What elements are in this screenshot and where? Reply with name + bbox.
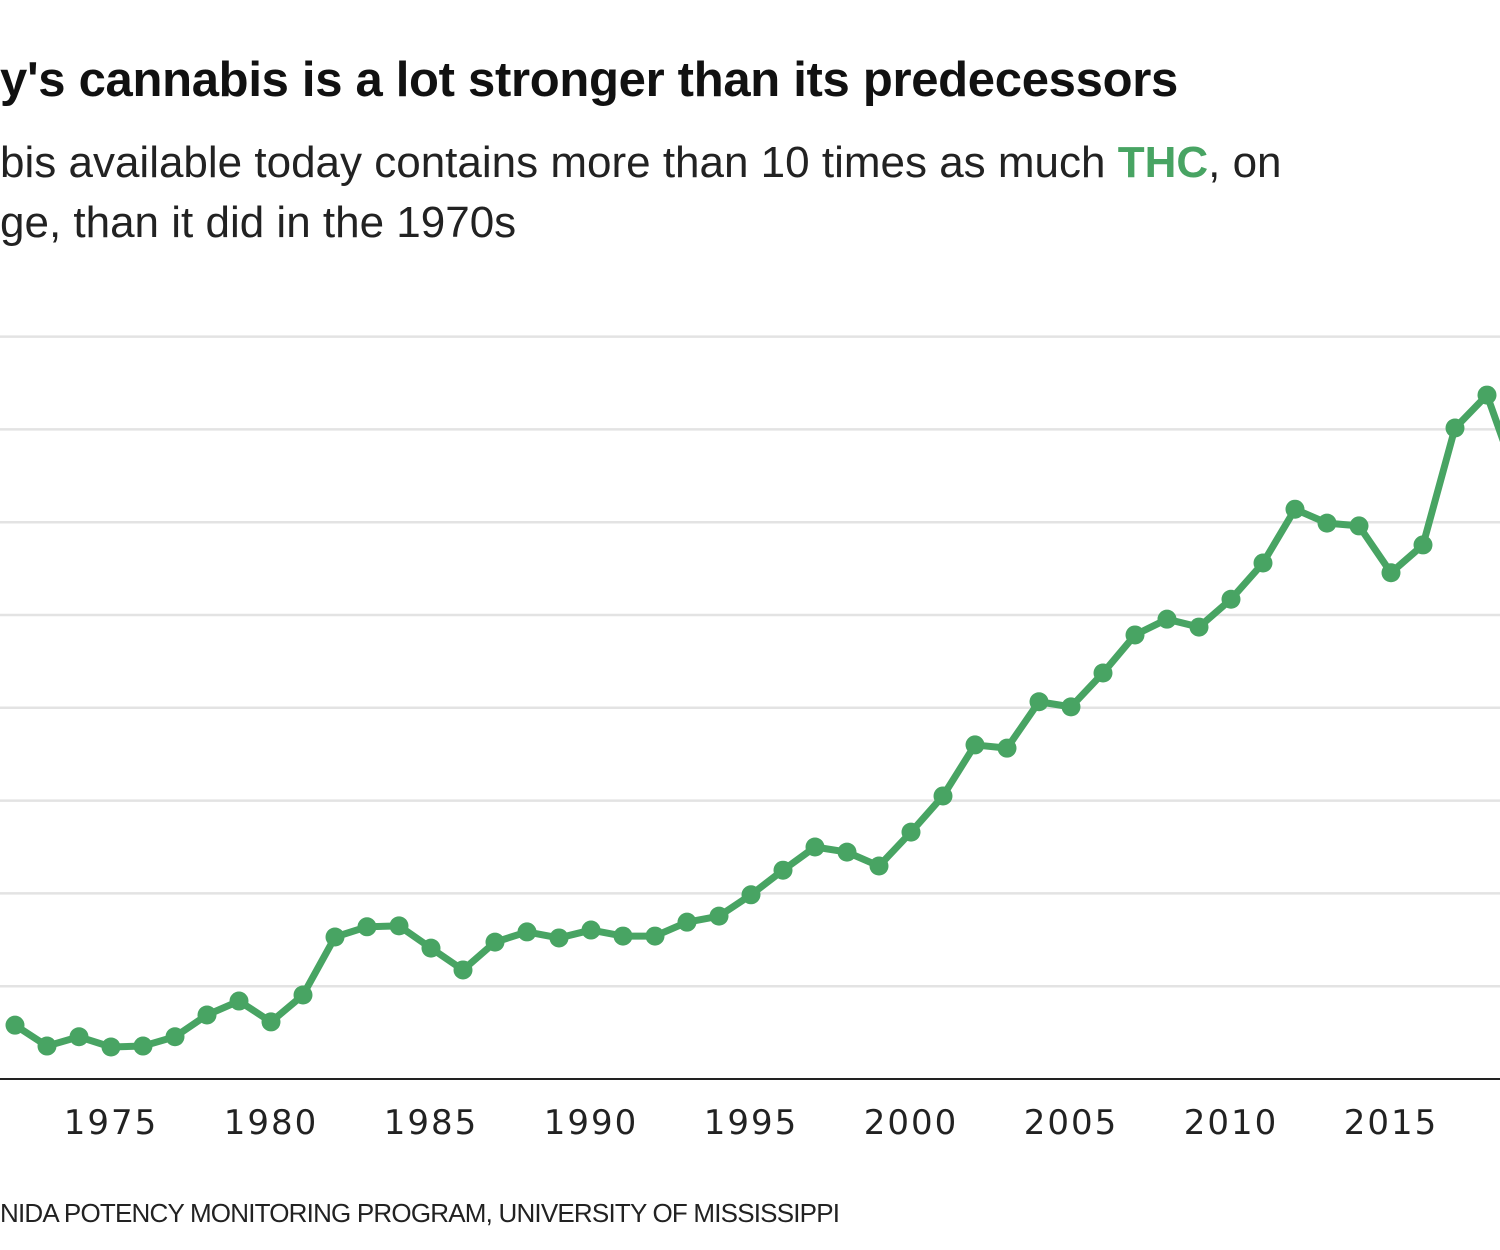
data-point — [133, 1036, 153, 1056]
data-point — [389, 916, 409, 936]
data-point — [1285, 499, 1305, 519]
data-point — [965, 735, 985, 755]
x-tick-label: 2000 — [864, 1103, 959, 1143]
data-point — [1477, 385, 1497, 405]
data-point — [581, 920, 601, 940]
x-tick-label: 1975 — [64, 1103, 159, 1143]
data-point — [357, 917, 377, 937]
x-tick-label: 2015 — [1344, 1103, 1439, 1143]
data-point — [421, 938, 441, 958]
x-tick-label: 1990 — [544, 1103, 639, 1143]
x-tick-label: 1980 — [224, 1103, 319, 1143]
x-tick-label: 2010 — [1184, 1103, 1279, 1143]
data-point — [101, 1037, 121, 1057]
data-point — [293, 985, 313, 1005]
data-point — [453, 960, 473, 980]
data-point — [1317, 513, 1337, 533]
data-point — [229, 991, 249, 1011]
data-point — [773, 860, 793, 880]
chart-subtitle-line-1: bis available today contains more than 1… — [0, 138, 1282, 188]
data-point — [197, 1005, 217, 1025]
x-tick-label: 1985 — [384, 1103, 479, 1143]
data-point — [1253, 553, 1273, 573]
data-point — [165, 1027, 185, 1047]
data-point — [1189, 617, 1209, 637]
data-point — [1413, 535, 1433, 555]
data-point — [709, 906, 729, 926]
x-tick-label: 1995 — [704, 1103, 799, 1143]
data-point — [37, 1036, 57, 1056]
data-point — [1445, 418, 1465, 438]
chart-title: y's cannabis is a lot stronger than its … — [0, 53, 1178, 107]
data-point — [5, 1015, 25, 1035]
x-tick-label: 2005 — [1024, 1103, 1119, 1143]
data-point — [1093, 663, 1113, 683]
data-point — [901, 822, 921, 842]
data-point — [1061, 697, 1081, 717]
data-point — [933, 786, 953, 806]
series-line — [13, 391, 1500, 1051]
data-point — [613, 926, 633, 946]
subtitle-text: bis available today contains more than 1… — [0, 138, 1118, 187]
data-point — [1125, 625, 1145, 645]
source-note: NIDA POTENCY MONITORING PROGRAM, UNIVERS… — [0, 1198, 840, 1228]
data-point — [1157, 609, 1177, 629]
subtitle-text-end: , on — [1208, 138, 1282, 187]
data-point — [837, 842, 857, 862]
chart-subtitle-line-2: ge, than it did in the 1970s — [0, 198, 517, 247]
data-point — [517, 922, 537, 942]
series-points — [5, 385, 1497, 1057]
x-axis-ticks: 1975198019851990199520002005201020152 — [64, 1103, 1439, 1143]
data-point — [869, 856, 889, 876]
data-point — [1029, 692, 1049, 712]
data-point — [69, 1027, 89, 1047]
data-point — [741, 885, 761, 905]
data-point — [485, 932, 505, 952]
data-point — [325, 927, 345, 947]
data-point — [549, 928, 569, 948]
data-point — [1349, 516, 1369, 536]
thc-highlight: THC — [1117, 138, 1209, 187]
data-point — [1221, 589, 1241, 609]
data-point — [677, 912, 697, 932]
data-point — [1381, 563, 1401, 583]
data-point — [261, 1012, 281, 1032]
data-point — [997, 738, 1017, 758]
data-point — [805, 837, 825, 857]
data-point — [645, 926, 665, 946]
